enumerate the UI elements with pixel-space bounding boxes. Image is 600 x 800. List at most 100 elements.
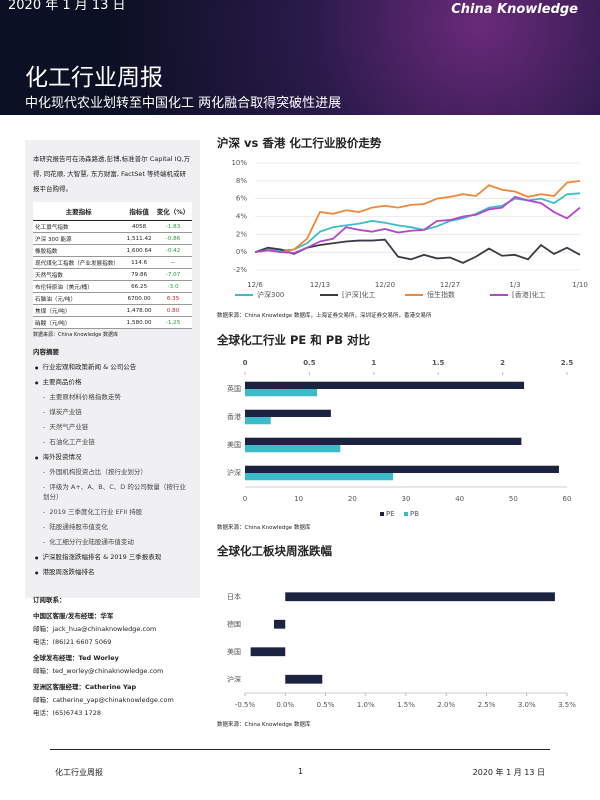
- legend-label: [香港]化工: [512, 290, 545, 299]
- x-tick-label: 3.5%: [558, 701, 576, 709]
- x-tick-label: 1/3: [509, 281, 520, 289]
- y-tick-label: -2%: [233, 266, 247, 274]
- contents-subitem: 外国机构投资占比（按行业划分）: [43, 466, 192, 476]
- cell: 6.35: [154, 292, 192, 305]
- cell: -1.25: [154, 316, 192, 329]
- bar: [245, 417, 271, 425]
- category-label: 沪深: [227, 468, 241, 477]
- contacts-title: 订阅联系：: [33, 596, 66, 604]
- cell: 布伦特原油（美元/桶）: [33, 280, 125, 293]
- x2-tick-label: 0.5: [303, 359, 316, 367]
- cell: 天然气指数: [33, 268, 125, 281]
- indicator-table: 主要指标 指标值 变化（%） 化工景气指数 4058 -1.83 沪深 300 能源 1,51…: [33, 202, 192, 329]
- contents-item: 海外投资情况: [35, 451, 192, 461]
- x-tick-label: 0.0%: [276, 701, 294, 709]
- x2-tick-label: 2.5: [561, 359, 574, 367]
- bar: [245, 409, 331, 417]
- category-label: 日本: [227, 592, 241, 601]
- x-tick-label: 3.0%: [518, 701, 536, 709]
- row: 石脑油（元/吨） 6700.00 6.35: [33, 292, 192, 305]
- cell: 0.80: [154, 304, 192, 317]
- x2-tick-label: 0: [243, 359, 248, 367]
- contents-subitem: 陆股通持股市值变化: [43, 521, 192, 531]
- x-tick-label: 2.5%: [478, 701, 496, 709]
- column-header: 主要指标: [33, 202, 125, 221]
- x-tick-label: 0.5%: [317, 701, 335, 709]
- cell: 66.25: [124, 280, 155, 293]
- chart-title: 沪深 vs 香港 化工行业股价走势: [217, 136, 382, 150]
- y-tick-label: 2%: [236, 230, 247, 238]
- legend-label: PB: [410, 510, 419, 517]
- cell: -1.83: [154, 220, 192, 233]
- contents-item: 主要商品价格: [35, 376, 192, 386]
- contact-line: 电话：(86)21 6607 5069: [33, 638, 112, 646]
- legend-label: 恒生指数: [427, 290, 455, 299]
- subtitle: 中化现代农业划转至中国化工 两化融合取得突破性进展: [25, 96, 342, 111]
- cell: 化工景气指数: [33, 220, 125, 233]
- x-tick-label: 20: [348, 495, 357, 503]
- y-tick-label: 10%: [231, 159, 247, 167]
- contact-role: 中国区客服/发布经理：华军: [33, 612, 114, 620]
- x-tick-label: 50: [509, 495, 518, 503]
- chart: -0.5% 0.0% 0.5% 1.0% 1.5% 2.0% 2.5% 3.0% 3.5% 日本德…: [227, 592, 576, 709]
- contact-line: 邮箱：catherine_yap@chinaknowledge.com: [33, 696, 174, 704]
- series-line: [254, 195, 581, 254]
- contents-item: 沪深股指涨跌幅排名 & 2019 三季报表现: [35, 551, 192, 561]
- cell: 79.86: [124, 268, 155, 281]
- title: 化工行业周报: [25, 65, 163, 91]
- cell: 石脑油（元/吨）: [33, 292, 125, 305]
- x2-tick-label: 1: [371, 359, 376, 367]
- contents-subitem: 化工细分行业陆股通市值变动: [43, 536, 192, 546]
- x-tick-label: 12/13: [310, 281, 330, 289]
- x-tick-label: -0.5%: [235, 701, 256, 709]
- category-label: 英国: [227, 384, 241, 393]
- bar: [250, 647, 286, 657]
- chart-title: 全球化工板块周涨跌幅: [217, 544, 332, 558]
- contents-subitem: 2019 三季度化工行业 EFII 持股: [43, 506, 192, 516]
- cell: 1,580.00: [124, 316, 155, 329]
- contact-line: 电话：(65)6743 1728: [33, 709, 101, 717]
- cell: 橡胶指数: [33, 244, 125, 257]
- cell: -7.07: [154, 268, 192, 281]
- bar: [245, 381, 525, 389]
- chart-source: 数据来源：China Knowledge 数据库: [217, 525, 311, 531]
- legend-swatch: [380, 512, 384, 516]
- row: 现代煤化工指数（产业发展指数） 114.6 --: [33, 256, 192, 269]
- cell: 焦煤（元/吨）: [33, 304, 125, 317]
- cell: 硝酸（元/吨）: [33, 316, 125, 329]
- cell: -3.0: [154, 280, 192, 293]
- contact-role: 亚洲区客服经理：Catherine Yap: [33, 683, 137, 691]
- bar: [245, 473, 394, 481]
- contents-item: 港股周涨跌幅排名: [35, 566, 192, 576]
- contents-item: 行业宏观和政策新闻 & 公司公告: [35, 361, 192, 371]
- category-label: 美国: [227, 647, 241, 656]
- row: 布伦特原油（美元/桶） 66.25 -3.0: [33, 280, 192, 293]
- category-label: 德国: [227, 619, 241, 628]
- y-tick-label: 4%: [236, 213, 247, 221]
- series-line: [254, 179, 581, 254]
- footer-left: 化工行业周报: [55, 768, 103, 777]
- header: 2020 年 1 月 13 日 China Knowledge 化工行业周报 中…: [0, 0, 600, 115]
- bar: [245, 445, 341, 453]
- x2-tick-label: 1.5: [432, 359, 445, 367]
- column-header: 指标值: [124, 202, 155, 221]
- cell: 4058: [124, 220, 155, 233]
- bar: [285, 674, 323, 684]
- category-label: 美国: [227, 440, 241, 449]
- contact-line: 邮箱：ted_worley@chinaknowledge.com: [33, 667, 164, 675]
- x-tick-label: 1.0%: [357, 701, 375, 709]
- cell: 1,478.00: [124, 304, 155, 317]
- contents-title: 内容摘要: [33, 348, 59, 356]
- x-tick-label: 1/10: [572, 281, 588, 289]
- x2-tick-label: 2: [500, 359, 505, 367]
- chart: -2% 0% 2% 4% 6% 8% 10% 12/6 12/13 12/20 12/27 1/3 1/…: [231, 159, 588, 299]
- chart-source: 数据来源：China Knowledge 数据库，上海证券交易所，深圳证券交易所…: [217, 313, 432, 319]
- table-source: 数据来源：China Knowledge 数据库: [33, 332, 118, 338]
- contact-line: 邮箱：jack_hua@chinaknowledge.com: [33, 625, 157, 633]
- y-tick-label: 8%: [236, 177, 247, 185]
- row: 化工景气指数 4058 -1.83: [33, 220, 192, 233]
- chart-title: 全球化工行业 PE 和 PB 对比: [217, 333, 370, 347]
- x-tick-label: 0: [243, 495, 247, 503]
- x-tick-label: 30: [402, 495, 411, 503]
